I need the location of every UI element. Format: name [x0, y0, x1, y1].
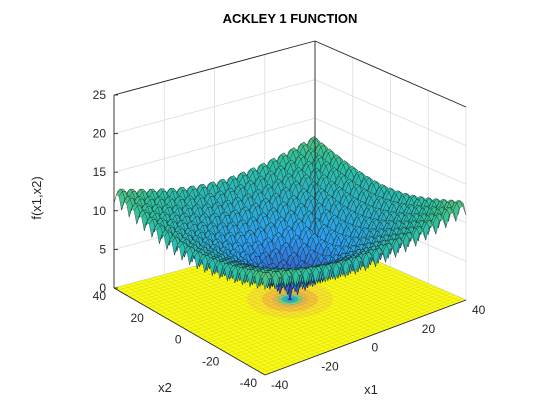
x1-tick-label: 20: [422, 322, 436, 336]
floor-mesh-line: [253, 294, 455, 369]
floor-mesh-line: [234, 286, 436, 358]
surface-mesh: [113, 136, 467, 300]
floor-mesh-line: [185, 265, 387, 330]
floor-mesh-line: [128, 283, 281, 370]
floor-mesh-line: [193, 268, 395, 334]
floor-mesh-line: [174, 271, 326, 353]
chart-title: ACKLEY 1 FUNCTION: [223, 11, 358, 26]
x1-axis-label: x1: [364, 382, 378, 397]
floor-mesh-line: [159, 275, 311, 359]
floor-mesh-line: [194, 266, 346, 346]
floor-mesh-line: [154, 277, 306, 361]
z-axis-label: f(x1,x2): [29, 176, 44, 219]
grid-line: [113, 79, 316, 134]
floor-mesh-line: [257, 296, 459, 371]
x2-tick-label: -20: [202, 354, 220, 368]
floor-mesh-line: [123, 285, 276, 372]
x2-tick-label: 20: [130, 311, 144, 325]
floor-mesh-line: [144, 279, 296, 364]
z-tick-label: 0: [99, 281, 106, 295]
z-tick-label: 10: [93, 204, 107, 218]
x1-tick-label: -40: [271, 378, 289, 392]
floor-mesh-line: [227, 283, 429, 354]
floor-mesh-line: [246, 291, 448, 365]
floor-mesh-line: [200, 271, 402, 339]
floor-mesh-line: [212, 276, 414, 345]
floor-mesh-line: [179, 270, 331, 351]
floor-mesh-line: [189, 267, 341, 348]
x1-tick-label: 40: [472, 303, 486, 317]
box-top-right-line: [314, 40, 467, 108]
grid-line: [113, 117, 316, 173]
grid-line: [314, 79, 467, 146]
z-tick-label: 15: [93, 165, 107, 179]
floor-mesh-line: [149, 278, 301, 363]
x1-axis-line: [264, 299, 467, 376]
floor-mesh-line: [249, 293, 451, 367]
floor-mesh-line: [208, 275, 410, 343]
floor-mesh-line: [261, 298, 463, 374]
floor-mesh-line: [181, 263, 384, 328]
floor-mesh-line: [139, 281, 291, 366]
floor-mesh-line: [184, 268, 336, 349]
box-top-back-line: [113, 40, 316, 96]
floor-mesh-line: [118, 286, 271, 374]
floor-mesh-line: [242, 289, 444, 363]
floor-mesh-line: [230, 284, 433, 356]
axes-frame: [113, 40, 467, 376]
z-tick-label: 20: [93, 127, 107, 141]
floor-mesh-line: [199, 264, 351, 344]
z-tick-label: 25: [93, 88, 107, 102]
floor-mesh-line: [164, 274, 316, 357]
floor-mesh-line: [204, 273, 406, 341]
surface-patch: [262, 272, 269, 291]
floor-mesh-line: [238, 288, 440, 360]
x2-axis-label: x2: [158, 380, 172, 395]
x2-tick-label: 0: [175, 333, 182, 347]
floor-mesh-line: [134, 282, 286, 368]
x1-tick-label: -20: [321, 359, 339, 373]
x2-tick-label: -40: [240, 376, 258, 390]
floor-mesh-line: [215, 278, 417, 347]
x2-axis-line: [113, 287, 266, 376]
x2-tick-label: 40: [93, 289, 107, 303]
floor-mesh-line: [223, 281, 425, 352]
floor-mesh-line: [196, 270, 399, 337]
z-tick-label: 5: [99, 242, 106, 256]
floor-mesh-line: [169, 272, 321, 355]
tick-labels: 0 5 10 15 20 25 -40 -20 0 20 40 -40 -20 0 20 40: [93, 88, 486, 392]
grid-line: [314, 117, 467, 185]
floor-mesh-line: [219, 280, 421, 350]
x1-tick-label: 0: [372, 341, 379, 355]
